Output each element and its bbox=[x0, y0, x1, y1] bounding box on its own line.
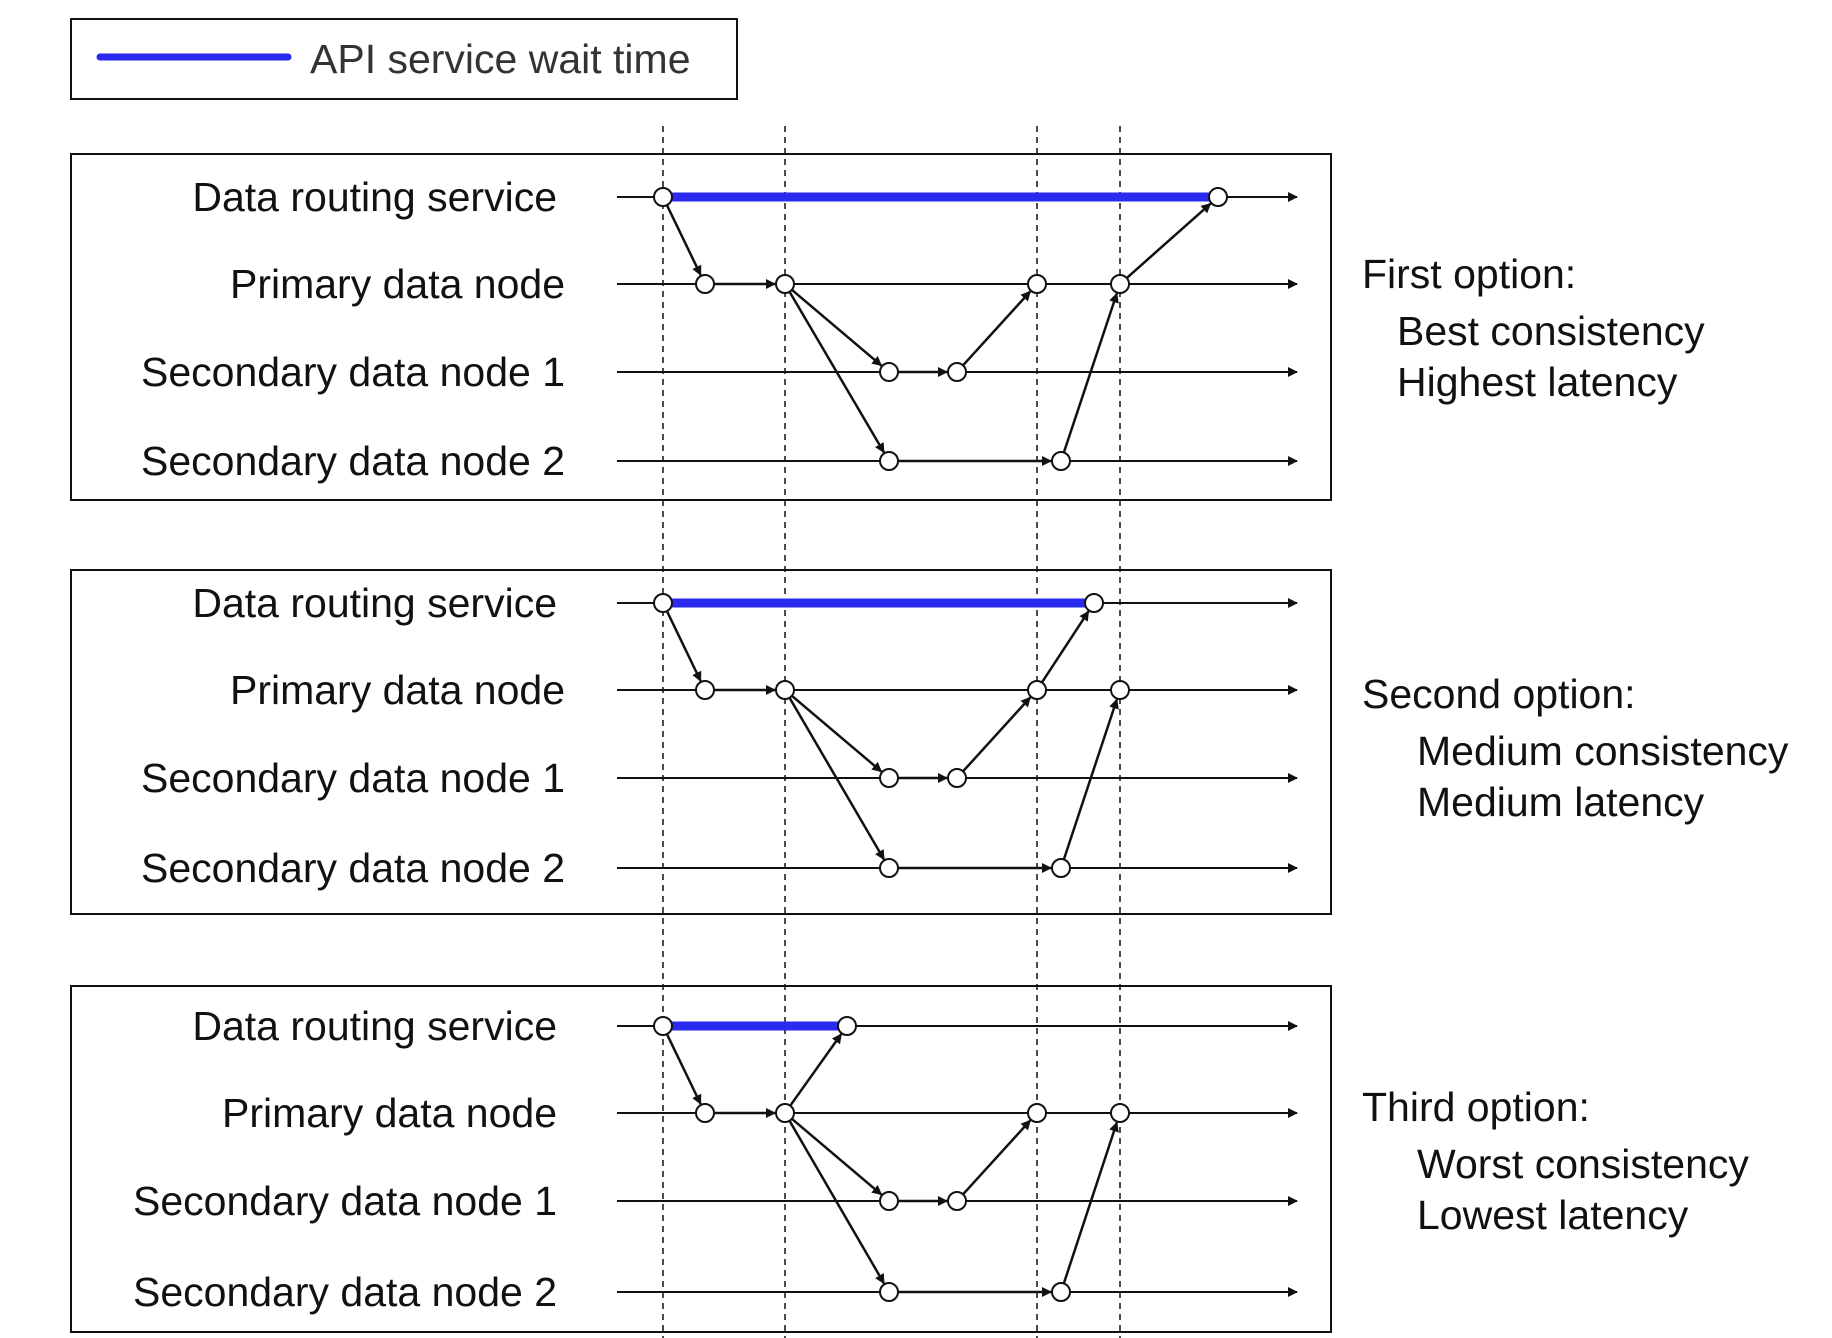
primary-write-node bbox=[775, 680, 795, 700]
panel-first-option: Data routing service Primary data node Sec… bbox=[70, 153, 1705, 501]
primary-ack-node bbox=[1110, 1103, 1130, 1123]
response-arrow bbox=[1040, 610, 1090, 684]
secondary-receive-node bbox=[879, 768, 899, 788]
replicate-arrow bbox=[788, 291, 886, 454]
secondary-write-node bbox=[947, 1191, 967, 1211]
lane-label: Secondary data node 1 bbox=[141, 755, 565, 801]
ack-arrow bbox=[962, 1119, 1032, 1196]
ack-arrow bbox=[1062, 1121, 1119, 1284]
option-detail: Highest latency bbox=[1397, 359, 1678, 405]
option-title: Third option: bbox=[1362, 1084, 1590, 1130]
request-arrow bbox=[665, 610, 702, 682]
lane-label: Secondary data node 2 bbox=[141, 438, 565, 484]
primary-ack-node bbox=[1027, 680, 1047, 700]
replicate-arrow bbox=[791, 288, 883, 367]
ack-arrow bbox=[962, 696, 1032, 773]
ack-arrow bbox=[1062, 698, 1119, 860]
panel-frame bbox=[70, 985, 1332, 1333]
option-detail: Medium latency bbox=[1417, 779, 1705, 825]
option-title: First option: bbox=[1362, 251, 1576, 297]
primary-receive-node bbox=[695, 680, 715, 700]
primary-write-node bbox=[775, 274, 795, 294]
routing-request-node bbox=[653, 187, 673, 207]
lane-label: Primary data node bbox=[222, 1090, 557, 1136]
primary-ack-node bbox=[1027, 274, 1047, 294]
primary-write-node bbox=[775, 1103, 795, 1123]
ack-arrow bbox=[1062, 292, 1119, 453]
response-arrow bbox=[1125, 202, 1212, 279]
lane-label: Primary data node bbox=[230, 667, 565, 713]
replicate-arrow bbox=[791, 1117, 883, 1196]
secondary-write-node bbox=[1051, 451, 1071, 471]
secondary-receive-node bbox=[879, 362, 899, 382]
lane-label: Secondary data node 2 bbox=[141, 845, 565, 891]
routing-request-node bbox=[653, 593, 673, 613]
routing-request-node bbox=[653, 1016, 673, 1036]
secondary-write-node bbox=[947, 362, 967, 382]
primary-receive-node bbox=[695, 274, 715, 294]
secondary-write-node bbox=[947, 768, 967, 788]
option-title: Second option: bbox=[1362, 671, 1636, 717]
lane-label: Data routing service bbox=[192, 580, 557, 626]
panel-second-option: Data routing service Primary data node Sec… bbox=[70, 569, 1789, 915]
option-detail: Worst consistency bbox=[1417, 1141, 1749, 1187]
time-guides bbox=[662, 126, 1121, 1338]
secondary-write-node bbox=[1051, 858, 1071, 878]
secondary-receive-node bbox=[879, 1191, 899, 1211]
primary-receive-node bbox=[695, 1103, 715, 1123]
panel-frame bbox=[70, 569, 1332, 915]
request-arrow bbox=[665, 1033, 702, 1105]
replicate-arrow bbox=[788, 697, 886, 861]
legend-box bbox=[70, 18, 738, 100]
ack-arrow bbox=[962, 290, 1032, 367]
lane-label: Data routing service bbox=[192, 1003, 557, 1049]
routing-response-node bbox=[837, 1016, 857, 1036]
option-detail: Medium consistency bbox=[1417, 728, 1789, 774]
replicate-arrow bbox=[791, 694, 883, 773]
secondary-receive-node bbox=[879, 1282, 899, 1302]
response-arrow bbox=[789, 1033, 843, 1107]
replicate-arrow bbox=[788, 1120, 886, 1285]
routing-response-node bbox=[1208, 187, 1228, 207]
secondary-receive-node bbox=[879, 858, 899, 878]
lane-label: Data routing service bbox=[192, 174, 557, 220]
lane-label: Secondary data node 1 bbox=[133, 1178, 557, 1224]
lane-label: Secondary data node 2 bbox=[133, 1269, 557, 1315]
primary-ack-node bbox=[1110, 274, 1130, 294]
secondary-write-node bbox=[1051, 1282, 1071, 1302]
legend: API service wait time bbox=[70, 18, 738, 100]
panel-third-option: Data routing service Primary data node Sec… bbox=[70, 985, 1749, 1333]
primary-ack-node bbox=[1027, 1103, 1047, 1123]
primary-ack-node bbox=[1110, 680, 1130, 700]
lane-label: Secondary data node 1 bbox=[141, 349, 565, 395]
panel-frame bbox=[70, 153, 1332, 501]
secondary-receive-node bbox=[879, 451, 899, 471]
option-detail: Lowest latency bbox=[1417, 1192, 1689, 1238]
lane-label: Primary data node bbox=[230, 261, 565, 307]
routing-response-node bbox=[1084, 593, 1104, 613]
legend-label: API service wait time bbox=[310, 36, 691, 82]
option-detail: Best consistency bbox=[1397, 308, 1705, 354]
request-arrow bbox=[665, 204, 702, 276]
